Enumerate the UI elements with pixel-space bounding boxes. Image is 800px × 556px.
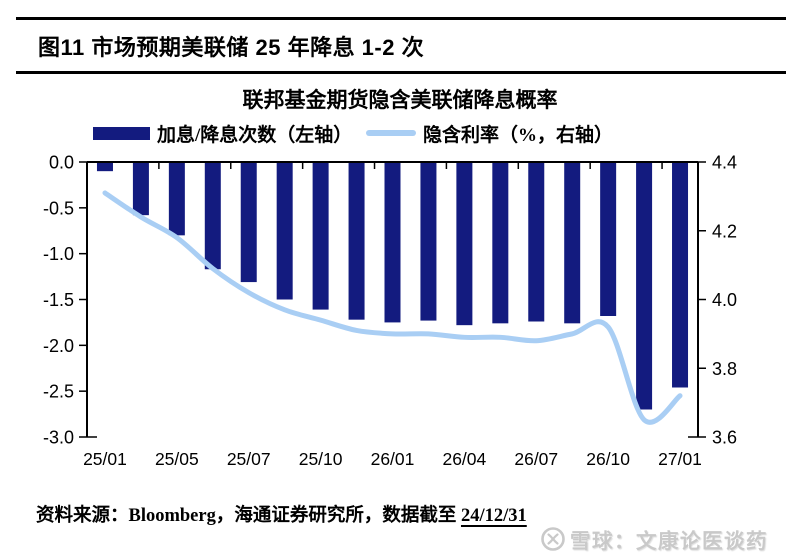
bar bbox=[528, 162, 545, 322]
bar bbox=[384, 162, 401, 323]
x-axis-label: 25/10 bbox=[299, 449, 343, 469]
chart-title: 联邦基金期货隐含美联储降息概率 bbox=[242, 88, 558, 112]
bar bbox=[420, 162, 437, 321]
bar bbox=[672, 162, 689, 388]
left-axis-label: -1.0 bbox=[43, 244, 74, 264]
title-rule bbox=[16, 71, 786, 74]
legend-label: 加息/降息次数（左轴） bbox=[157, 124, 353, 146]
bar bbox=[636, 162, 653, 410]
watermark-text: 雪球：文康论医谈药 bbox=[570, 531, 768, 553]
x-axis-label: 25/01 bbox=[83, 449, 127, 469]
bar bbox=[564, 162, 581, 324]
legend-item-bars: 加息/降息次数（左轴） bbox=[93, 121, 353, 146]
right-axis-label: 4.2 bbox=[712, 221, 737, 241]
implied-rate-line bbox=[102, 190, 683, 425]
page-title: 图11 市场预期美联储 25 年降息 1-2 次 bbox=[38, 35, 425, 60]
bar bbox=[348, 162, 365, 320]
left-axis-label: -2.5 bbox=[43, 382, 74, 402]
x-axis-label: 25/05 bbox=[155, 449, 199, 469]
bar bbox=[312, 162, 329, 310]
legend-label: 隐含利率（%，右轴） bbox=[423, 124, 614, 146]
line-legend-swatch bbox=[366, 130, 416, 136]
top-rule bbox=[16, 17, 786, 20]
chart-canvas: 0.0 -0.5 -1.0 -1.5 -2.0 -2.5 -3.0 4.4 4.2 4.0 3.8 3… bbox=[43, 153, 737, 470]
bar bbox=[168, 162, 185, 236]
bar bbox=[600, 162, 617, 316]
right-axis-label: 4.4 bbox=[712, 153, 737, 173]
x-axis-label: 26/01 bbox=[371, 449, 415, 469]
x-axis-label: 25/07 bbox=[227, 449, 271, 469]
bar-legend-swatch bbox=[93, 126, 150, 140]
bar bbox=[456, 162, 473, 326]
source-text: 资料来源：Bloomberg，海通证券研究所，数据截至 bbox=[36, 506, 461, 526]
source-note: 资料来源：Bloomberg，海通证券研究所，数据截至 24/12/31 bbox=[36, 501, 527, 527]
legend-item-line: 隐含利率（%，右轴） bbox=[366, 121, 614, 146]
bar bbox=[132, 162, 149, 216]
left-axis-label: -3.0 bbox=[43, 428, 74, 448]
x-axis-label: 26/07 bbox=[514, 449, 558, 469]
data-cutoff-date: 24/12/31 bbox=[460, 506, 527, 526]
bar bbox=[96, 162, 113, 172]
left-axis-label: -0.5 bbox=[43, 198, 74, 218]
bar bbox=[492, 162, 509, 324]
right-axis-label: 3.6 bbox=[712, 428, 737, 448]
bar bbox=[276, 162, 293, 300]
right-axis-label: 4.0 bbox=[712, 290, 737, 310]
watermark: 雪球：文康论医谈药 bbox=[540, 524, 768, 554]
bar bbox=[204, 162, 221, 270]
left-axis-label: 0.0 bbox=[49, 153, 74, 173]
right-axis-label: 3.8 bbox=[712, 359, 737, 379]
left-axis-label: -2.0 bbox=[43, 336, 74, 356]
x-axis-label: 26/04 bbox=[442, 449, 486, 469]
left-axis-label: -1.5 bbox=[43, 290, 74, 310]
x-axis-label: 26/10 bbox=[586, 449, 630, 469]
xueqiu-logo-icon bbox=[541, 527, 565, 551]
x-axis-label: 27/01 bbox=[658, 449, 702, 469]
bar bbox=[240, 162, 257, 283]
